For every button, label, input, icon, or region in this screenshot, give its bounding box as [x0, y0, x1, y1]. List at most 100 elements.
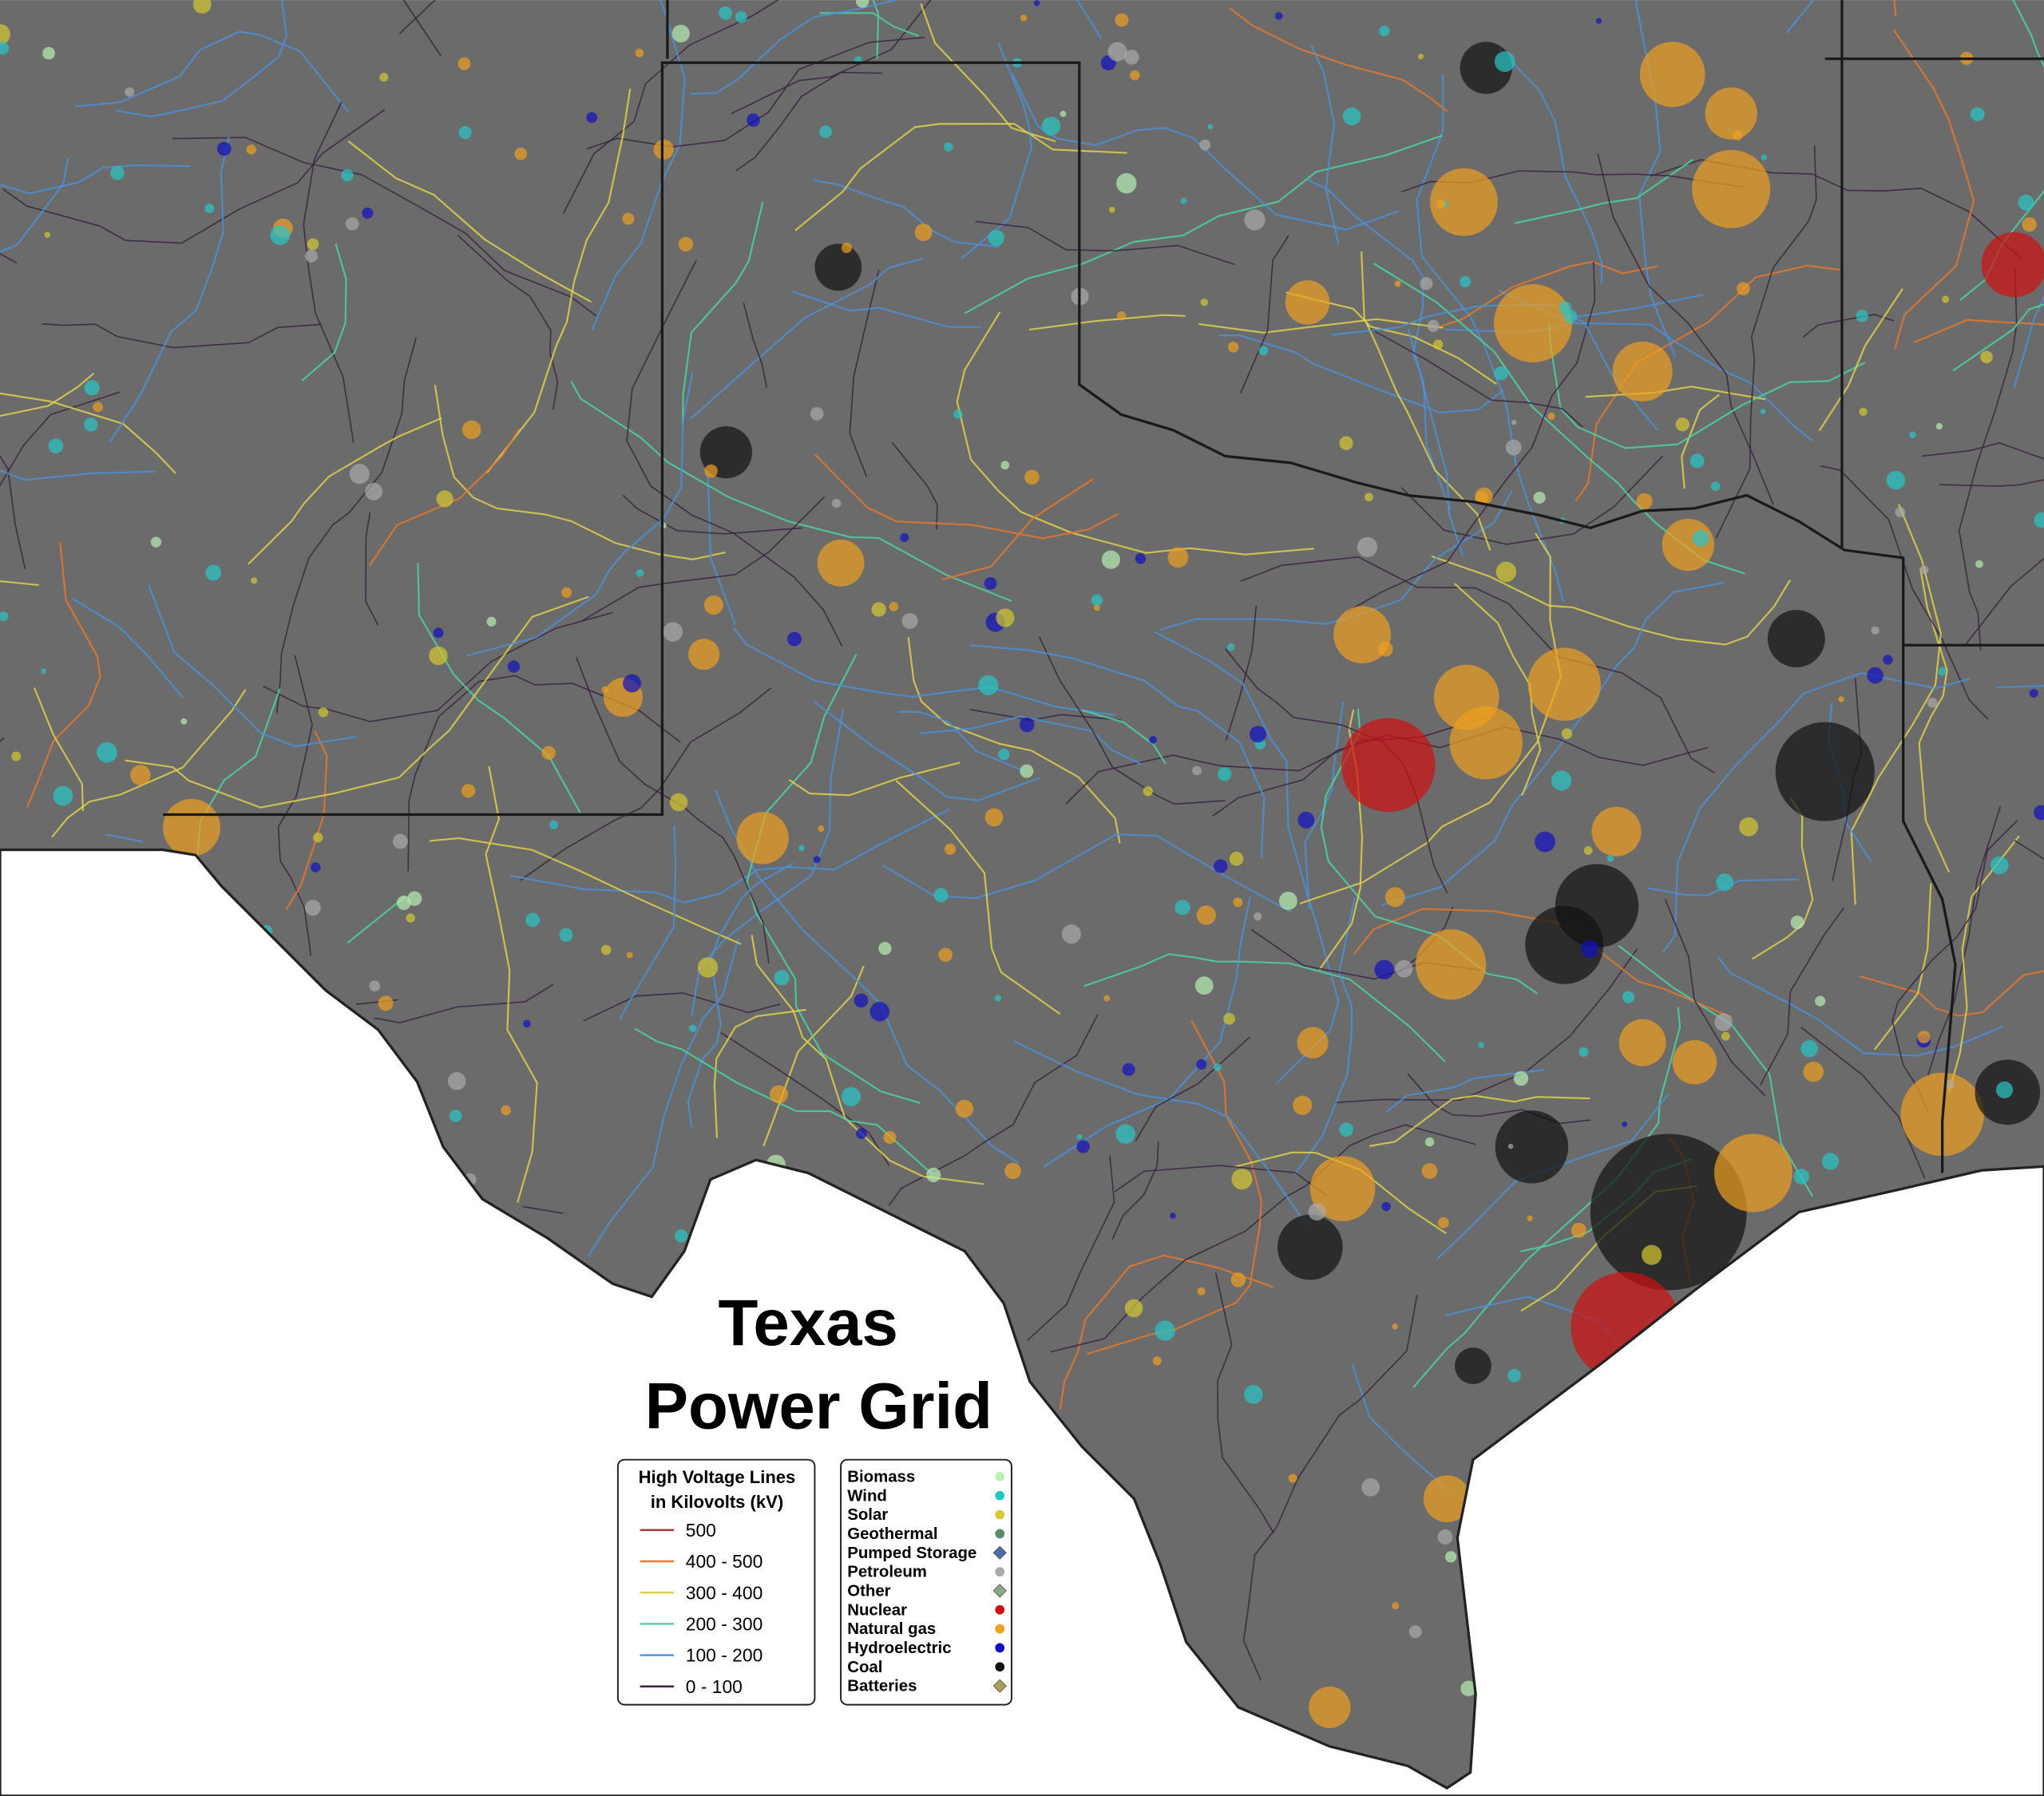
power-plant: [1430, 168, 1498, 236]
transmission-line: [1135, 1036, 1251, 1141]
power-plant: [1551, 770, 1572, 791]
power-plant: [44, 231, 51, 239]
transmission-line: [1240, 556, 1715, 773]
power-plant: [53, 785, 73, 806]
power-plant: [1494, 284, 1572, 362]
power-plant: [854, 993, 869, 1008]
transmission-line: [743, 303, 767, 388]
power-plant: [461, 784, 476, 798]
power-plant: [1229, 852, 1244, 866]
transmission-line: [1361, 251, 1491, 551]
transmission-line: [465, 371, 694, 657]
power-plant: [1449, 706, 1523, 780]
power-plant: [1288, 1474, 1297, 1483]
power-plant: [653, 139, 674, 160]
power-plant: [1563, 309, 1578, 323]
legend-label: 400 - 500: [686, 1551, 763, 1572]
power-plant: [719, 6, 733, 20]
power-plant: [1199, 139, 1211, 151]
transmission-line: [814, 701, 1041, 801]
legend-label: Geothermal: [847, 1525, 937, 1543]
legend-symbol: [992, 1679, 1007, 1693]
legend-label: 300 - 400: [686, 1582, 763, 1603]
power-plant: [41, 668, 47, 674]
power-plant: [623, 674, 641, 693]
power-plant: [1207, 124, 1214, 130]
power-plant: [1033, 0, 1040, 6]
power-plant: [1871, 626, 1880, 635]
power-plant: [0, 611, 9, 622]
transmission-line: [1752, 797, 1814, 960]
power-plant: [1339, 1122, 1354, 1137]
transmission-line: [819, 12, 919, 38]
transmission-line: [1892, 29, 1975, 349]
transmission-line: [964, 134, 1443, 314]
power-plant: [889, 602, 899, 611]
power-plant: [525, 912, 540, 928]
power-plant: [900, 532, 909, 542]
power-plant: [678, 236, 694, 252]
power-plant: [1155, 1320, 1175, 1341]
transmission-line: [1958, 267, 2018, 651]
power-plant: [1618, 1019, 1666, 1066]
legend-symbol: [995, 1490, 1005, 1501]
transmission-line: [457, 235, 559, 410]
power-plant: [1733, 130, 1743, 140]
transmission-line: [1850, 504, 1942, 905]
power-plant: [1639, 42, 1705, 107]
transmission-line: [301, 243, 347, 382]
power-plant: [1115, 13, 1129, 27]
power-plant: [396, 896, 411, 911]
power-plant: [125, 87, 135, 97]
power-plant: [1278, 1214, 1343, 1280]
power-plant: [1662, 518, 1714, 572]
outside-area: [0, 848, 2044, 1796]
power-plant: [2022, 217, 2037, 232]
power-plant: [1689, 453, 1705, 469]
power-plant: [378, 995, 394, 1011]
power-plant: [1705, 87, 1757, 140]
transmission-line: [1860, 970, 2044, 1017]
legend-symbol: [992, 1545, 1007, 1560]
power-plant: [216, 141, 232, 156]
power-plant: [1917, 1031, 1931, 1044]
transmission-line: [1681, 394, 1720, 489]
power-plant: [461, 420, 481, 440]
legend-title: High Voltage Lines: [639, 1467, 796, 1487]
power-plant: [984, 808, 1004, 827]
power-plant: [938, 947, 953, 962]
power-plant: [817, 540, 865, 587]
legend-label: Batteries: [847, 1678, 917, 1695]
legend-symbol: [995, 1567, 1005, 1576]
title-line: Power Grid: [645, 1370, 992, 1442]
power-plant: [1408, 1625, 1422, 1639]
power-plant: [0, 24, 10, 45]
transmission-line: [1952, 303, 2044, 372]
power-plant: [48, 438, 64, 453]
transmission-line: [792, 291, 981, 328]
power-plant: [1525, 905, 1604, 984]
power-plant: [1692, 149, 1771, 228]
power-plant: [671, 24, 690, 43]
transmission-line: [1891, 820, 2018, 1114]
power-plant: [1381, 1201, 1391, 1212]
power-plant: [774, 970, 790, 986]
transmission-lines: [0, 0, 2044, 1681]
transmission-line: [1229, 7, 1448, 113]
transmission-line: [2, 109, 386, 244]
power-plant: [130, 765, 151, 785]
power-plant: [1561, 728, 1573, 739]
transmission-line: [347, 896, 406, 944]
power-plant: [345, 217, 359, 231]
transmission-line: [262, 611, 613, 722]
transmission-line: [891, 441, 938, 530]
transmission-line: [1081, 709, 1167, 765]
transmission-line: [720, 1032, 890, 1166]
transmission-line: [746, 654, 921, 1104]
power-plant: [1424, 1137, 1435, 1147]
legends: 500 400 - 500 300 - 400 200 - 300 100 - 200 0…: [640, 1468, 1007, 1697]
transmission-line: [1369, 1094, 1590, 1147]
power-plant: [996, 608, 1015, 627]
power-plant: [1214, 859, 1228, 873]
transmission-line: [920, 715, 1143, 765]
